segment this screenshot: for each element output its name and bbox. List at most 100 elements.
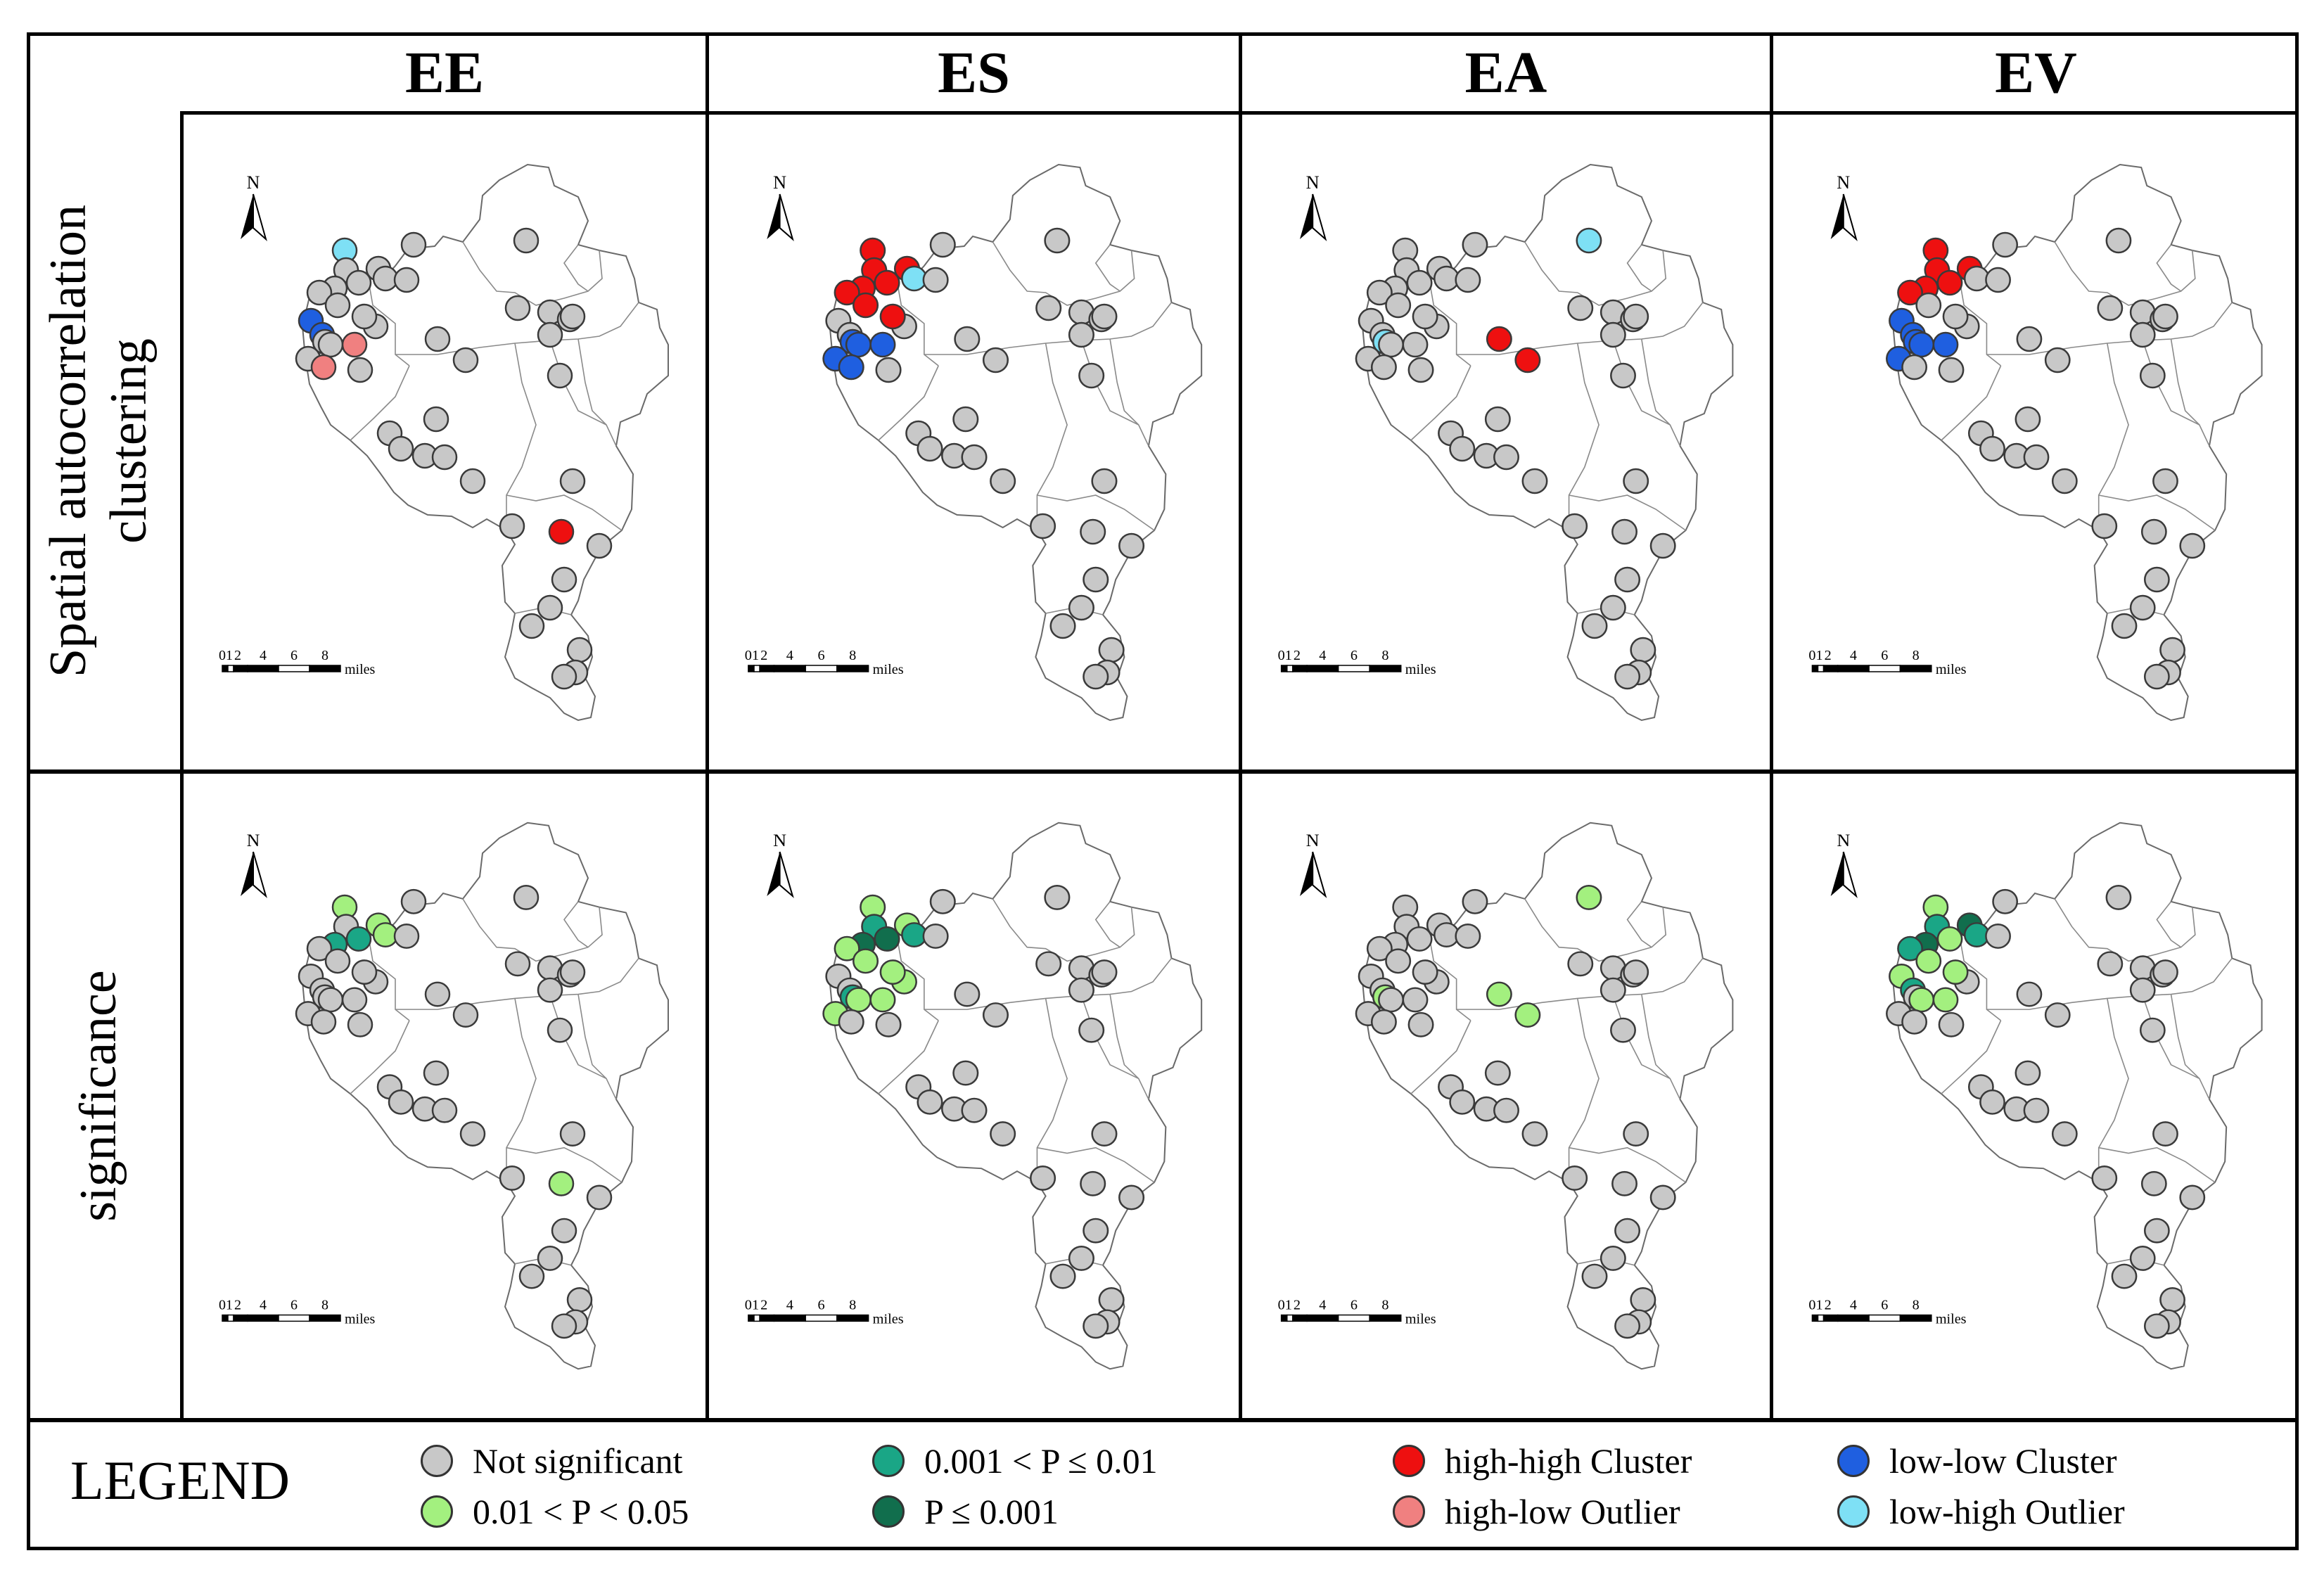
north-label: N bbox=[1837, 172, 1850, 193]
subbasin-boundary bbox=[1037, 1147, 1155, 1183]
scale-bar-segment bbox=[1306, 665, 1339, 672]
subbasin-boundary bbox=[350, 365, 410, 441]
station-point-p05 bbox=[1908, 987, 1935, 1013]
station-point-ns bbox=[452, 347, 479, 373]
station-point-ns bbox=[2091, 513, 2118, 539]
station-point-ns bbox=[551, 1313, 577, 1339]
station-point-ns bbox=[1049, 613, 1076, 639]
scale-bar-segment bbox=[1899, 1314, 1932, 1322]
station-point-p05 bbox=[1936, 926, 1963, 952]
station-point-hh bbox=[1897, 279, 1923, 306]
station-point-ns bbox=[2097, 295, 2124, 321]
station-point-ns bbox=[2111, 1263, 2138, 1289]
station-point-ns bbox=[1080, 1170, 1106, 1196]
legend-swatch-icon bbox=[1837, 1495, 1870, 1528]
column-header-es: ES bbox=[938, 39, 1010, 106]
scale-tick-label: 8 bbox=[849, 1298, 856, 1313]
scale-tick-label: 2 bbox=[1294, 1298, 1301, 1313]
station-point-ns bbox=[1649, 1184, 1676, 1211]
station-point-ns bbox=[1581, 1263, 1608, 1289]
station-point-ns bbox=[1078, 1017, 1105, 1043]
station-point-hh bbox=[1514, 347, 1541, 373]
station-point-ns bbox=[559, 303, 586, 330]
region-outline bbox=[1892, 163, 2263, 722]
station-point-ns bbox=[2143, 1313, 2170, 1339]
subbasin-boundary bbox=[506, 494, 622, 531]
station-point-ns bbox=[1611, 1170, 1637, 1196]
station-point-ns bbox=[504, 295, 531, 321]
station-point-ns bbox=[917, 435, 943, 462]
north-arrow-icon bbox=[767, 194, 780, 239]
scale-tick-label: 6 bbox=[1881, 648, 1888, 663]
map-svg: N 0 1 2 4 6 8 miles bbox=[1808, 822, 2263, 1370]
station-point-ns bbox=[1562, 513, 1588, 539]
station-point-ns bbox=[1068, 977, 1094, 1003]
legend-label: low-high Outlier bbox=[1889, 1492, 2125, 1531]
station-point-ns bbox=[317, 987, 344, 1013]
subbasin-boundary bbox=[506, 1147, 622, 1183]
scale-bar-segment bbox=[1292, 1314, 1308, 1322]
legend-item-low-low: low-low Cluster bbox=[1837, 1436, 2117, 1486]
north-arrow-icon bbox=[1842, 851, 1858, 898]
station-point-ns bbox=[1901, 354, 1928, 381]
station-point-ns bbox=[1614, 566, 1641, 593]
subbasin-boundary bbox=[1036, 343, 1068, 530]
station-point-ns bbox=[2016, 981, 2043, 1007]
north-label: N bbox=[1306, 831, 1320, 851]
station-point-ns bbox=[954, 981, 981, 1007]
station-point-ns bbox=[1078, 362, 1105, 389]
grid-line bbox=[27, 1418, 2299, 1422]
map-svg: N 0 1 2 4 6 8 miles bbox=[745, 163, 1203, 722]
subbasin-boundary bbox=[2142, 340, 2200, 426]
subbasin-boundary bbox=[992, 241, 1135, 306]
subbasin-boundary bbox=[1037, 494, 1155, 531]
station-point-ns bbox=[1614, 1218, 1641, 1244]
station-point-p05 bbox=[869, 987, 896, 1013]
station-point-ns bbox=[424, 326, 451, 352]
grid-line bbox=[1770, 32, 1773, 1421]
station-point-ns bbox=[2051, 468, 2078, 494]
subbasin-boundary bbox=[1626, 901, 1652, 948]
station-point-hh bbox=[879, 303, 906, 330]
station-point-ns bbox=[1083, 663, 1109, 690]
region-outline bbox=[301, 822, 669, 1370]
station-point-ns bbox=[431, 1097, 458, 1123]
station-point-ns bbox=[1600, 321, 1626, 348]
subbasin-boundary bbox=[1109, 994, 1149, 1100]
legend-swatch-icon bbox=[421, 1495, 453, 1528]
legend-item-not-significant: Not significant bbox=[421, 1436, 683, 1486]
station-point-ns bbox=[875, 357, 902, 383]
subbasin-boundary bbox=[1094, 244, 1120, 292]
scale-tick-label: 4 bbox=[1850, 648, 1857, 663]
station-point-ll bbox=[838, 354, 864, 381]
station-point-ns bbox=[551, 663, 577, 690]
station-point-ns bbox=[1623, 1121, 1649, 1147]
subbasin-boundary bbox=[2054, 898, 2196, 962]
map-panel-ee-significance: N 0 1 2 4 6 8 miles bbox=[184, 774, 705, 1417]
station-point-ns bbox=[537, 594, 563, 621]
north-arrow-icon bbox=[1830, 852, 1844, 896]
station-point-ns bbox=[388, 1089, 414, 1115]
north-label: N bbox=[1837, 831, 1850, 851]
station-point-ns bbox=[952, 1060, 979, 1086]
station-point-p05 bbox=[548, 1170, 575, 1196]
station-point-ns bbox=[1611, 518, 1637, 545]
column-header-ev: EV bbox=[1995, 39, 2077, 106]
station-point-ns bbox=[1521, 468, 1548, 494]
station-point-ns bbox=[2015, 1060, 2041, 1086]
station-point-ns bbox=[2044, 1002, 2071, 1028]
station-point-ns bbox=[1979, 435, 2005, 462]
station-point-ns bbox=[2129, 977, 2156, 1003]
station-point-ns bbox=[317, 331, 344, 358]
station-point-ns bbox=[1366, 935, 1393, 962]
scale-unit-label: miles bbox=[1936, 1312, 1967, 1327]
station-point-ns bbox=[2140, 518, 2167, 545]
station-point-ns bbox=[1035, 295, 1062, 321]
subbasin-boundary bbox=[1568, 343, 1600, 530]
station-point-hh bbox=[874, 269, 900, 296]
station-point-ns bbox=[1068, 594, 1094, 621]
legend-label: Not significant bbox=[473, 1441, 683, 1481]
scale-bar-segment bbox=[309, 1314, 341, 1322]
station-point-ns bbox=[310, 1009, 337, 1035]
region-outline bbox=[1892, 822, 2263, 1370]
